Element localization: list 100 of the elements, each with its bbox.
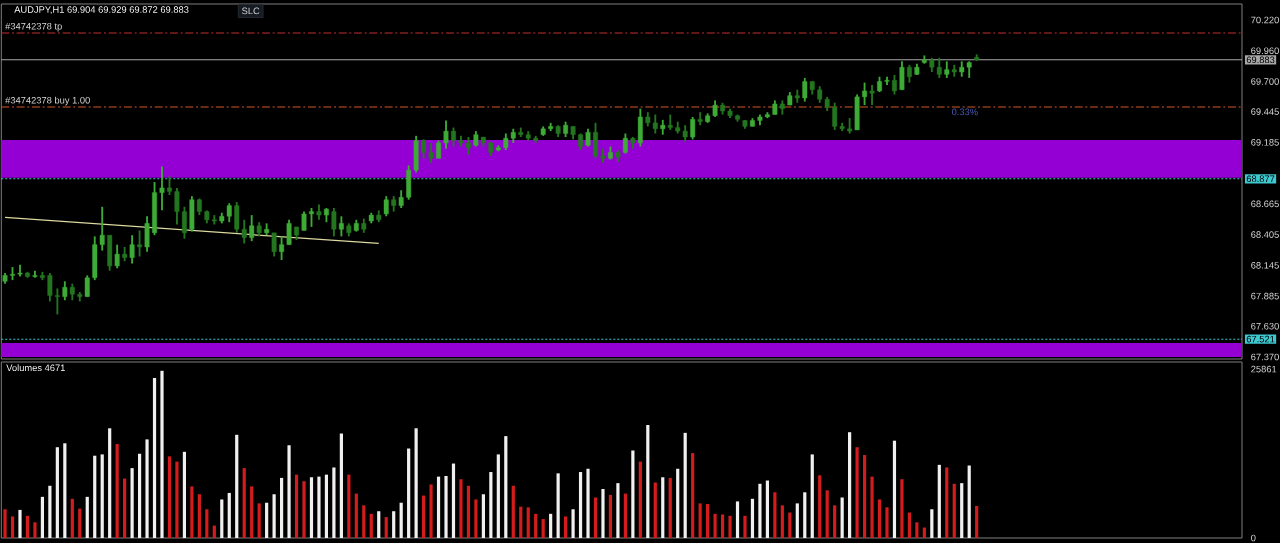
bar	[294, 474, 299, 538]
bar	[833, 505, 837, 538]
candlestick	[338, 215, 344, 238]
candlestick	[301, 210, 307, 232]
y-tick-label: 69.445	[1251, 108, 1279, 115]
candlestick	[114, 243, 120, 270]
bar	[347, 474, 351, 538]
bar	[227, 492, 231, 538]
bar	[653, 482, 657, 538]
bar	[638, 461, 642, 538]
bar	[975, 506, 979, 538]
bar	[578, 472, 583, 538]
bar	[190, 486, 194, 538]
bar	[661, 477, 665, 538]
bar	[25, 515, 30, 538]
bar	[250, 486, 254, 538]
bar	[399, 502, 403, 538]
bar	[549, 513, 553, 538]
bar	[862, 455, 867, 538]
bar	[922, 527, 926, 538]
bar	[713, 513, 717, 538]
bar	[907, 512, 912, 538]
bar	[392, 511, 396, 538]
candlestick	[279, 235, 285, 261]
bar	[369, 513, 373, 538]
bar	[623, 493, 627, 538]
candlestick	[159, 165, 165, 212]
y-tick-label: 67.885	[1251, 292, 1279, 300]
bar	[534, 513, 538, 538]
bar	[324, 474, 329, 538]
bar	[728, 515, 732, 538]
bar	[608, 494, 613, 538]
bar	[152, 378, 157, 538]
bar	[825, 490, 829, 538]
bar	[945, 467, 949, 538]
bar	[220, 499, 224, 538]
bar	[803, 492, 807, 538]
bar	[339, 433, 343, 538]
candlestick	[899, 60, 905, 91]
bar	[519, 506, 523, 538]
bar	[459, 479, 463, 538]
bar	[511, 485, 515, 538]
bar	[885, 507, 889, 538]
bar	[272, 494, 276, 538]
bar	[646, 425, 650, 538]
bar	[429, 484, 433, 538]
bar	[848, 432, 852, 538]
annotation: 0.33%	[951, 108, 978, 116]
y-tick-label: 70.220	[1251, 16, 1279, 24]
bar	[362, 505, 366, 538]
bar	[952, 483, 956, 538]
bar	[123, 478, 127, 538]
bar	[720, 514, 725, 538]
candlestick	[892, 74, 897, 96]
bar	[474, 499, 478, 538]
bar	[915, 522, 919, 538]
candlestick	[383, 195, 389, 218]
y-tick-label: 69.960	[1251, 47, 1279, 54]
bar	[616, 483, 620, 538]
bar	[48, 485, 52, 538]
bar	[780, 505, 784, 538]
y-tick-label: 69.185	[1251, 139, 1279, 146]
candlestick	[802, 76, 808, 103]
bar	[892, 440, 897, 538]
bar	[758, 483, 762, 538]
bar	[937, 464, 941, 538]
bar	[481, 494, 485, 538]
candlestick	[443, 119, 449, 150]
candlestick	[271, 231, 277, 258]
candlestick	[869, 84, 875, 107]
bar	[160, 370, 164, 538]
bar	[235, 434, 239, 538]
bar	[489, 472, 493, 538]
candlestick	[286, 218, 292, 246]
bar	[676, 468, 680, 538]
bar	[743, 515, 747, 538]
bar	[877, 499, 882, 538]
bar	[668, 477, 672, 538]
candlestick	[167, 175, 172, 196]
chart-title: Volumes 4671	[6, 364, 65, 372]
bar	[130, 468, 134, 538]
candlestick	[309, 207, 314, 228]
bar	[175, 461, 179, 538]
candlestick	[451, 126, 456, 148]
y-tick-label: 25861	[1251, 365, 1277, 373]
bar	[631, 450, 635, 538]
bar	[145, 439, 149, 538]
y-tick-label: 68.665	[1251, 200, 1279, 208]
bar	[407, 448, 411, 538]
bar	[564, 516, 568, 538]
candlestick	[181, 205, 187, 240]
y-tick-label: 67.370	[1251, 353, 1279, 361]
bar	[750, 498, 755, 538]
bar	[257, 503, 261, 538]
bar	[601, 489, 605, 538]
ref-line-label: #34742378 buy 1.00	[5, 96, 90, 106]
bar	[466, 485, 471, 538]
bar	[182, 451, 187, 538]
candlestick	[622, 132, 628, 155]
bar	[377, 511, 381, 538]
